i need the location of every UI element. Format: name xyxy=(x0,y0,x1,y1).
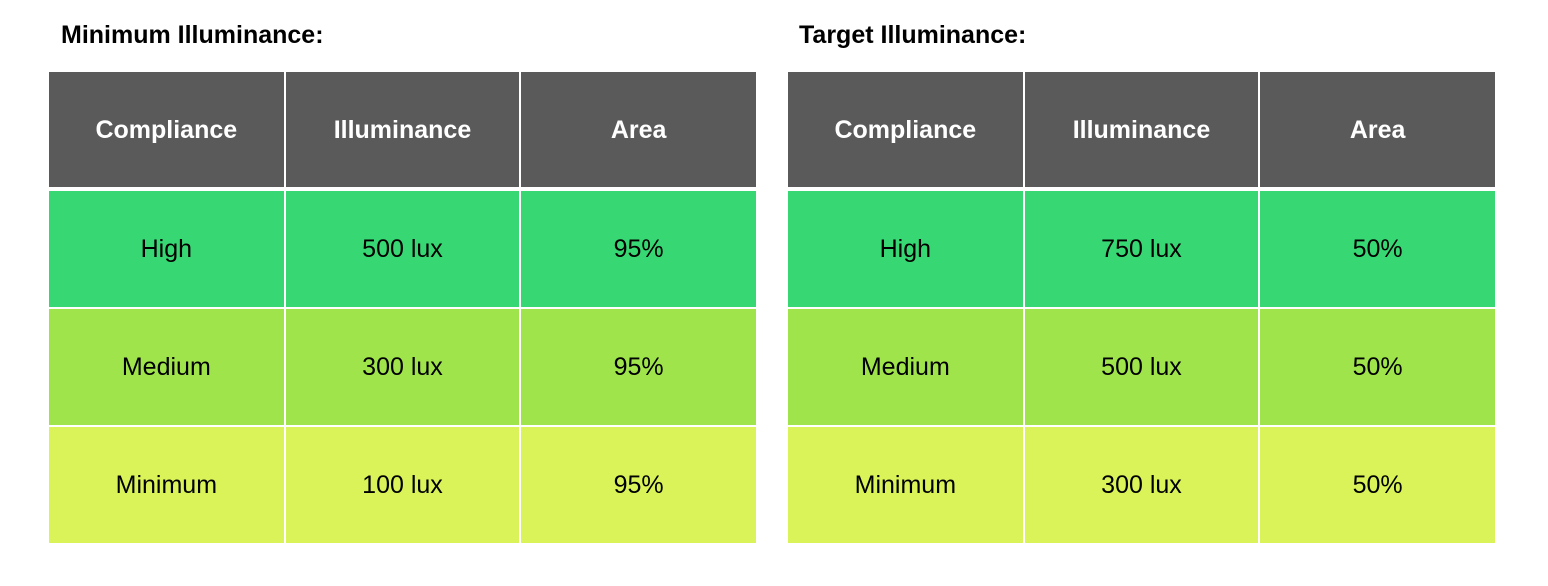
minimum-illuminance-table: Compliance Illuminance Area High 500 lux… xyxy=(49,72,756,543)
cell-illuminance: 500 lux xyxy=(1022,307,1261,427)
cell-area: 50% xyxy=(1258,188,1495,309)
cell-compliance: Minimum xyxy=(49,425,286,543)
table-header-row: Compliance Illuminance Area xyxy=(49,72,756,191)
table-row-high: High 750 lux 50% xyxy=(788,188,1495,309)
header-area: Area xyxy=(1258,72,1495,191)
cell-illuminance: 100 lux xyxy=(283,425,522,543)
header-illuminance: Illuminance xyxy=(283,72,522,191)
cell-area: 95% xyxy=(519,425,756,543)
cell-compliance: Medium xyxy=(49,307,286,427)
table-row-minimum: Minimum 300 lux 50% xyxy=(788,425,1495,543)
table-row-medium: Medium 300 lux 95% xyxy=(49,307,756,427)
cell-illuminance: 300 lux xyxy=(1022,425,1261,543)
cell-compliance: High xyxy=(49,188,286,309)
cell-area: 95% xyxy=(519,307,756,427)
table-header-row: Compliance Illuminance Area xyxy=(788,72,1495,191)
cell-compliance: High xyxy=(788,188,1025,309)
cell-illuminance: 500 lux xyxy=(283,188,522,309)
header-compliance: Compliance xyxy=(788,72,1025,191)
cell-compliance: Minimum xyxy=(788,425,1025,543)
table-row-medium: Medium 500 lux 50% xyxy=(788,307,1495,427)
cell-area: 50% xyxy=(1258,425,1495,543)
panel-title: Target Illuminance: xyxy=(799,21,1027,49)
panel-title: Minimum Illuminance: xyxy=(61,21,324,49)
cell-illuminance: 300 lux xyxy=(283,307,522,427)
header-illuminance: Illuminance xyxy=(1022,72,1261,191)
cell-area: 50% xyxy=(1258,307,1495,427)
cell-illuminance: 750 lux xyxy=(1022,188,1261,309)
cell-compliance: Medium xyxy=(788,307,1025,427)
header-compliance: Compliance xyxy=(49,72,286,191)
header-area: Area xyxy=(519,72,756,191)
table-row-minimum: Minimum 100 lux 95% xyxy=(49,425,756,543)
table-row-high: High 500 lux 95% xyxy=(49,188,756,309)
cell-area: 95% xyxy=(519,188,756,309)
target-illuminance-table: Compliance Illuminance Area High 750 lux… xyxy=(788,72,1495,543)
